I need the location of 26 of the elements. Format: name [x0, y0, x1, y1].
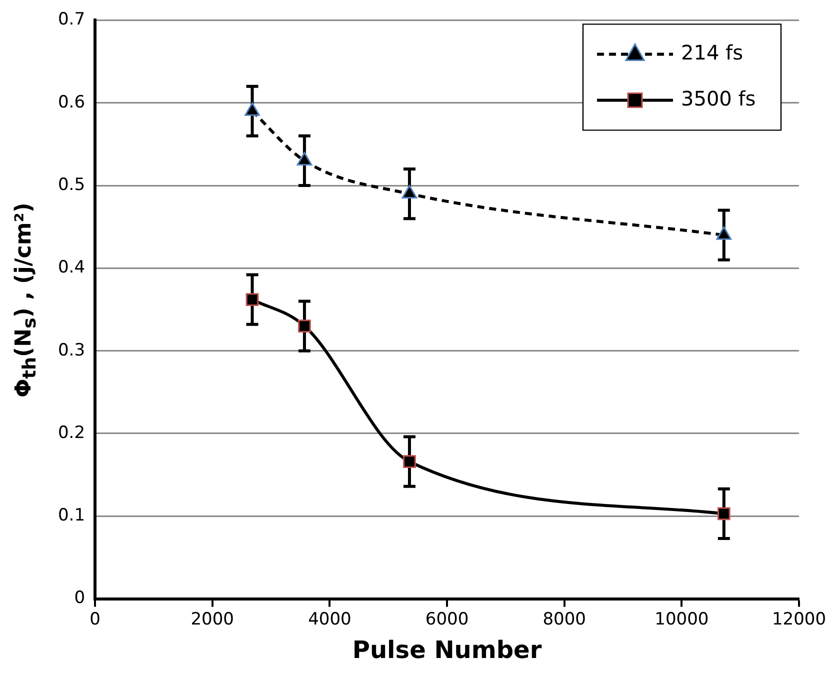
y-tick-label: 0.1 [58, 506, 86, 526]
x-tick-label: 10000 [654, 609, 709, 630]
x-tick-label: 8000 [542, 609, 586, 630]
point [403, 455, 416, 468]
y-tick-label: 0 [74, 588, 86, 608]
x-tick-label: 4000 [308, 609, 352, 630]
point [402, 185, 418, 199]
point [716, 226, 732, 240]
point [296, 152, 312, 166]
legend-label: 214 fs [681, 40, 743, 64]
legend-label: 3500 fs [681, 86, 756, 110]
point [298, 320, 311, 332]
y-tick-label: 0.7 [58, 10, 86, 30]
y-tick-label: 0.3 [58, 340, 86, 360]
x-axis-title: Pulse Number [352, 636, 542, 664]
y-tick-label: 0.4 [58, 258, 86, 278]
x-tick-label: 12000 [772, 609, 826, 630]
point [718, 507, 730, 520]
x-tick-label: 0 [90, 609, 100, 630]
y-tick-label: 0.6 [58, 92, 86, 112]
point [244, 102, 260, 116]
y-tick-label: 0.2 [58, 422, 86, 443]
point [246, 293, 259, 306]
x-tick-label: 6000 [425, 609, 469, 630]
y-tick-label: 0.5 [58, 174, 86, 195]
x-tick-label: 2000 [190, 609, 234, 630]
